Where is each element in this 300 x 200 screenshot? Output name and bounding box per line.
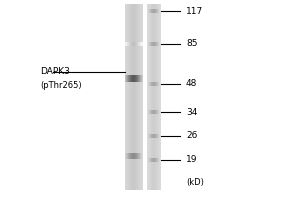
- Text: 26: 26: [186, 132, 197, 140]
- Bar: [149, 4, 150, 190]
- Bar: [154, 4, 155, 190]
- Text: 34: 34: [186, 108, 197, 116]
- Bar: [160, 4, 161, 190]
- Bar: [158, 4, 159, 190]
- Bar: [152, 4, 153, 190]
- Text: (pThr265): (pThr265): [40, 81, 82, 90]
- Bar: [147, 4, 148, 190]
- Text: 85: 85: [186, 40, 197, 48]
- Bar: [151, 4, 152, 190]
- Bar: [157, 4, 158, 190]
- Text: DAPK3: DAPK3: [40, 68, 70, 76]
- Text: 117: 117: [186, 6, 203, 16]
- Bar: [153, 4, 154, 190]
- Text: 48: 48: [186, 79, 197, 88]
- Bar: [148, 4, 149, 190]
- Bar: [156, 4, 157, 190]
- Bar: [159, 4, 160, 190]
- Bar: [155, 4, 156, 190]
- Bar: [154, 4, 155, 190]
- Text: (kD): (kD): [186, 178, 204, 186]
- Bar: [150, 4, 151, 190]
- Text: 19: 19: [186, 156, 197, 164]
